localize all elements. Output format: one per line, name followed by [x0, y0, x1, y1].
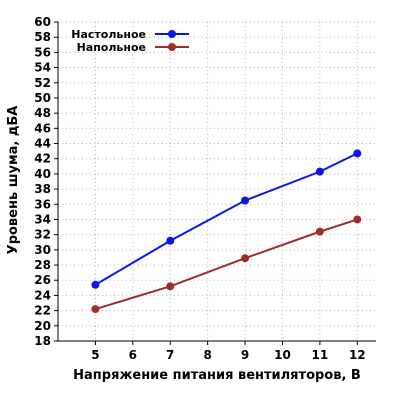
- data-point: [353, 149, 362, 158]
- y-tick-label: 40: [34, 167, 51, 181]
- legend-marker-2: [168, 43, 176, 51]
- legend-marker-1: [168, 30, 176, 38]
- x-tick-label: 6: [129, 348, 137, 362]
- y-tick-label: 28: [34, 258, 51, 272]
- grid: [58, 21, 376, 341]
- data-point: [241, 254, 250, 263]
- x-axis-title: Напряжение питания вентиляторов, В: [73, 368, 361, 383]
- data-point: [315, 167, 324, 176]
- y-axis-title: Уровень шума, дБА: [6, 106, 21, 255]
- legend-label-2: Напольное: [77, 41, 146, 54]
- y-tick-label: 60: [34, 15, 51, 29]
- x-tick-label: 12: [349, 348, 366, 362]
- x-tick-label: 11: [312, 348, 329, 362]
- data-point: [315, 227, 324, 236]
- y-tick-label: 36: [34, 197, 51, 211]
- y-tick-label: 56: [34, 45, 51, 59]
- y-tick-label: 18: [34, 334, 51, 348]
- axes: 1820222426283032343638404244464850525456…: [34, 15, 376, 362]
- x-tick-label: 7: [166, 348, 174, 362]
- y-tick-label: 24: [34, 288, 51, 302]
- legend-label-1: Настольное: [71, 28, 146, 41]
- data-point: [353, 215, 362, 224]
- x-tick-label: 9: [241, 348, 249, 362]
- y-tick-label: 48: [34, 106, 51, 120]
- series: [91, 149, 362, 314]
- data-point: [91, 305, 100, 314]
- y-tick-label: 34: [34, 212, 51, 226]
- x-tick-label: 8: [203, 348, 211, 362]
- y-tick-label: 38: [34, 182, 51, 196]
- y-tick-label: 44: [34, 137, 51, 151]
- x-tick-label: 10: [274, 348, 291, 362]
- y-tick-label: 46: [34, 121, 51, 135]
- y-tick-label: 22: [34, 304, 51, 318]
- y-tick-label: 30: [34, 243, 51, 257]
- data-point: [166, 282, 175, 291]
- y-tick-label: 54: [34, 61, 51, 75]
- y-tick-label: 42: [34, 152, 51, 166]
- x-tick-label: 5: [91, 348, 99, 362]
- data-point: [166, 236, 175, 245]
- y-tick-label: 58: [34, 30, 51, 44]
- data-point: [241, 196, 250, 205]
- y-tick-label: 32: [34, 228, 51, 242]
- y-tick-label: 52: [34, 76, 51, 90]
- y-tick-label: 50: [34, 91, 51, 105]
- data-point: [91, 280, 100, 289]
- y-tick-label: 26: [34, 273, 51, 287]
- y-tick-label: 20: [34, 319, 51, 333]
